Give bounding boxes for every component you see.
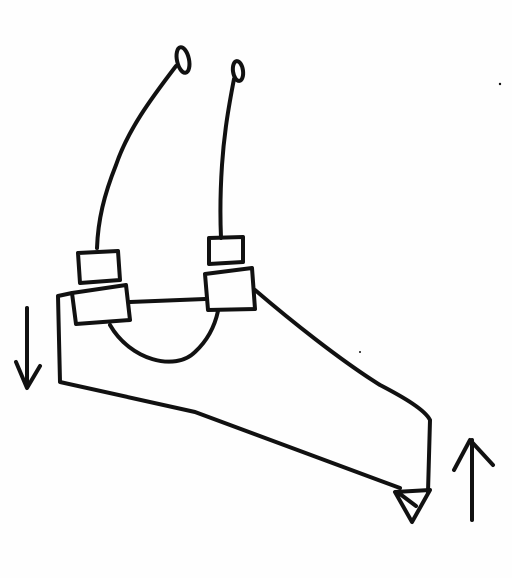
block-right-upper [207, 235, 245, 266]
contact-ring-left [174, 45, 192, 75]
block-right-lower [203, 266, 257, 312]
bridge-bar [128, 297, 207, 304]
arrow-up [452, 438, 495, 522]
wire-left [95, 64, 178, 250]
arrow-down [14, 306, 42, 390]
wire-right [218, 77, 236, 240]
bridge-arc [108, 309, 220, 364]
block-left-lower [70, 283, 132, 326]
tip-triangle [393, 488, 432, 524]
contact-ring-right [230, 59, 246, 83]
paper-speck [498, 82, 502, 86]
block-left-upper [76, 249, 122, 285]
frame-outline [56, 288, 432, 494]
paper-speck [359, 351, 361, 353]
